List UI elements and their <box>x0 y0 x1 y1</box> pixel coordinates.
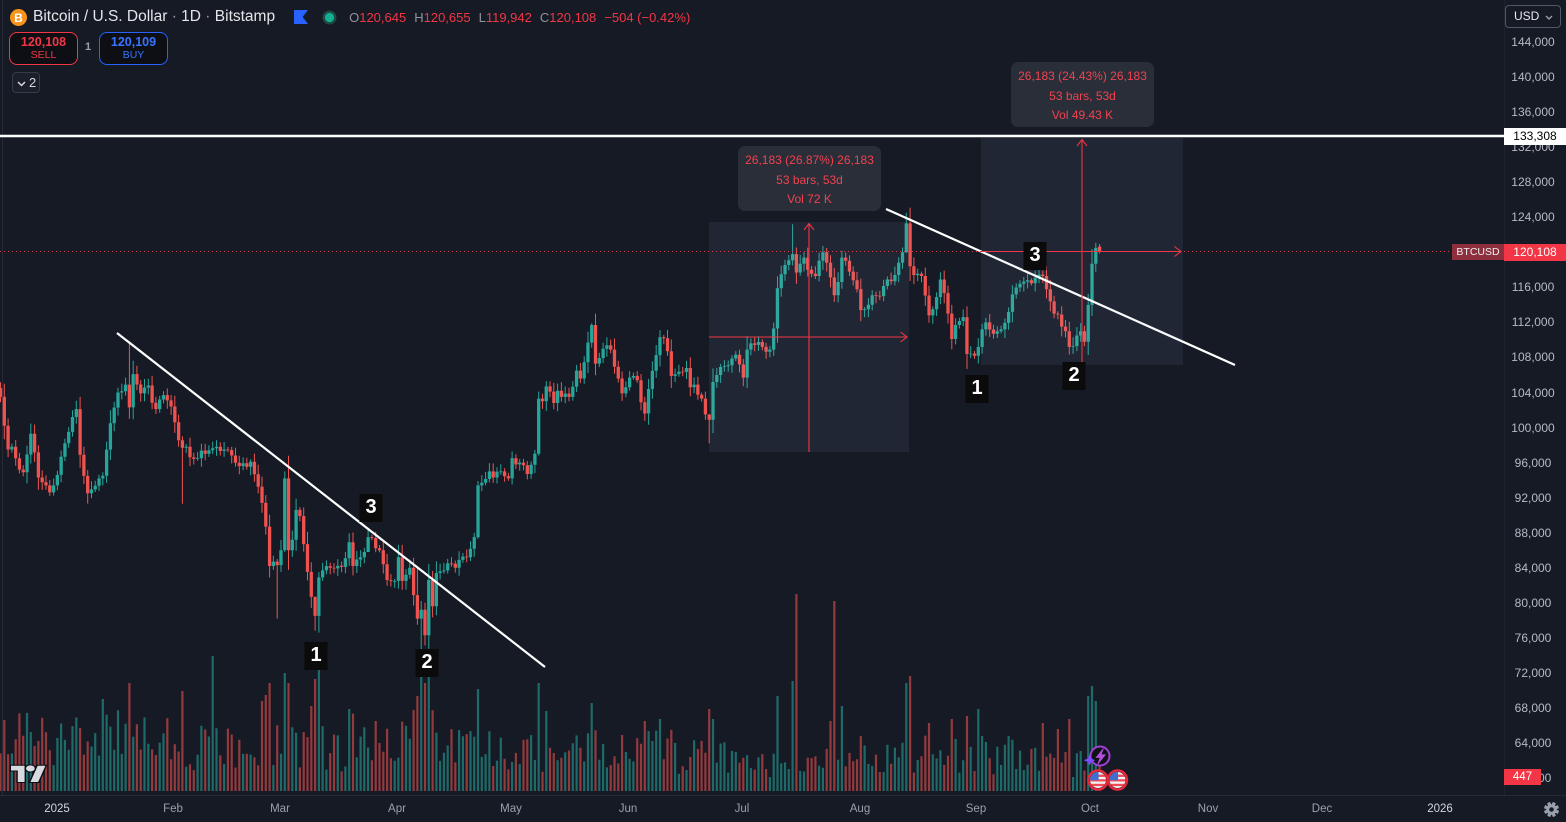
svg-text:B: B <box>14 10 23 24</box>
